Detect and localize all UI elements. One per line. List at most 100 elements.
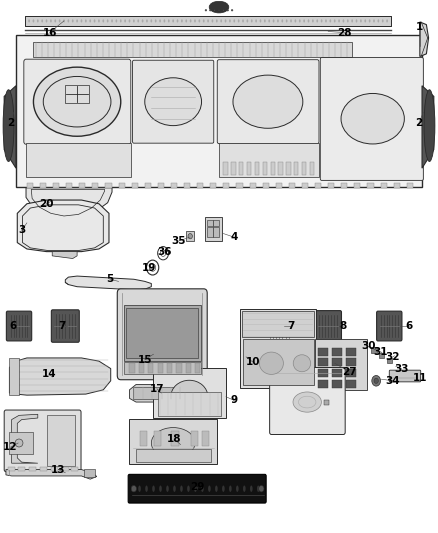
Bar: [124, 362, 201, 374]
Ellipse shape: [247, 19, 248, 22]
Bar: [25, 15, 392, 26]
Bar: [186, 364, 191, 373]
Text: 5: 5: [106, 274, 113, 284]
Bar: [341, 182, 347, 188]
Ellipse shape: [223, 10, 224, 11]
Ellipse shape: [216, 19, 218, 22]
Ellipse shape: [111, 19, 113, 22]
Ellipse shape: [215, 486, 218, 492]
Polygon shape: [12, 414, 38, 463]
Ellipse shape: [190, 19, 191, 22]
Bar: [79, 182, 85, 188]
Polygon shape: [52, 252, 77, 259]
FancyBboxPatch shape: [320, 58, 424, 180]
Ellipse shape: [67, 19, 69, 22]
Bar: [10, 432, 33, 454]
Ellipse shape: [209, 1, 229, 13]
Bar: [92, 182, 99, 188]
Bar: [387, 358, 392, 364]
Ellipse shape: [356, 19, 357, 22]
Text: 33: 33: [394, 364, 409, 374]
Text: 2: 2: [7, 118, 14, 128]
Ellipse shape: [220, 19, 222, 22]
Ellipse shape: [59, 19, 60, 22]
Ellipse shape: [229, 19, 231, 22]
Bar: [139, 364, 144, 373]
Bar: [210, 182, 216, 188]
Bar: [158, 182, 164, 188]
FancyBboxPatch shape: [51, 310, 79, 342]
Bar: [127, 308, 198, 358]
Ellipse shape: [378, 19, 379, 22]
Text: 6: 6: [405, 321, 413, 331]
Ellipse shape: [54, 19, 56, 22]
Ellipse shape: [124, 19, 126, 22]
Bar: [18, 467, 25, 471]
Ellipse shape: [203, 19, 205, 22]
Text: 2: 2: [415, 118, 423, 128]
Bar: [26, 143, 131, 177]
Bar: [302, 162, 306, 175]
Bar: [46, 415, 75, 466]
Ellipse shape: [293, 355, 311, 372]
Text: 36: 36: [157, 247, 172, 256]
Bar: [8, 467, 14, 471]
Polygon shape: [420, 22, 428, 56]
FancyBboxPatch shape: [265, 310, 293, 342]
Bar: [279, 162, 283, 175]
Ellipse shape: [257, 486, 260, 492]
Bar: [62, 467, 69, 471]
Ellipse shape: [76, 19, 78, 22]
Ellipse shape: [268, 19, 270, 22]
Bar: [171, 182, 177, 188]
Ellipse shape: [364, 19, 366, 22]
Text: 28: 28: [338, 28, 352, 38]
Bar: [213, 220, 219, 226]
Text: 20: 20: [39, 199, 54, 209]
Ellipse shape: [259, 486, 264, 492]
Ellipse shape: [259, 352, 283, 374]
Ellipse shape: [72, 19, 74, 22]
Text: 32: 32: [385, 352, 400, 362]
Ellipse shape: [293, 392, 321, 412]
Text: 19: 19: [142, 263, 156, 272]
Bar: [167, 364, 172, 373]
Bar: [371, 348, 377, 353]
Bar: [207, 227, 213, 237]
Ellipse shape: [290, 19, 292, 22]
Bar: [176, 364, 181, 373]
Bar: [152, 368, 226, 418]
Ellipse shape: [177, 19, 178, 22]
Ellipse shape: [286, 19, 288, 22]
Text: 13: 13: [51, 465, 66, 474]
Bar: [394, 182, 400, 188]
Ellipse shape: [146, 19, 148, 22]
Ellipse shape: [150, 19, 152, 22]
Bar: [186, 231, 194, 241]
Ellipse shape: [316, 19, 318, 22]
Bar: [53, 182, 59, 188]
Text: 8: 8: [340, 321, 347, 331]
Bar: [324, 400, 329, 405]
Ellipse shape: [172, 19, 174, 22]
Text: 9: 9: [231, 395, 238, 406]
Ellipse shape: [198, 19, 200, 22]
Ellipse shape: [33, 67, 121, 136]
Polygon shape: [422, 86, 434, 168]
Ellipse shape: [152, 486, 155, 492]
Ellipse shape: [41, 19, 43, 22]
Ellipse shape: [238, 19, 240, 22]
Ellipse shape: [294, 19, 296, 22]
Ellipse shape: [168, 19, 170, 22]
Ellipse shape: [347, 19, 349, 22]
Text: 14: 14: [42, 369, 57, 379]
Ellipse shape: [32, 19, 34, 22]
Ellipse shape: [236, 486, 239, 492]
Bar: [247, 162, 251, 175]
Bar: [40, 467, 47, 471]
Bar: [289, 182, 295, 188]
Ellipse shape: [159, 19, 161, 22]
Ellipse shape: [94, 19, 95, 22]
Ellipse shape: [63, 19, 65, 22]
Ellipse shape: [338, 19, 340, 22]
